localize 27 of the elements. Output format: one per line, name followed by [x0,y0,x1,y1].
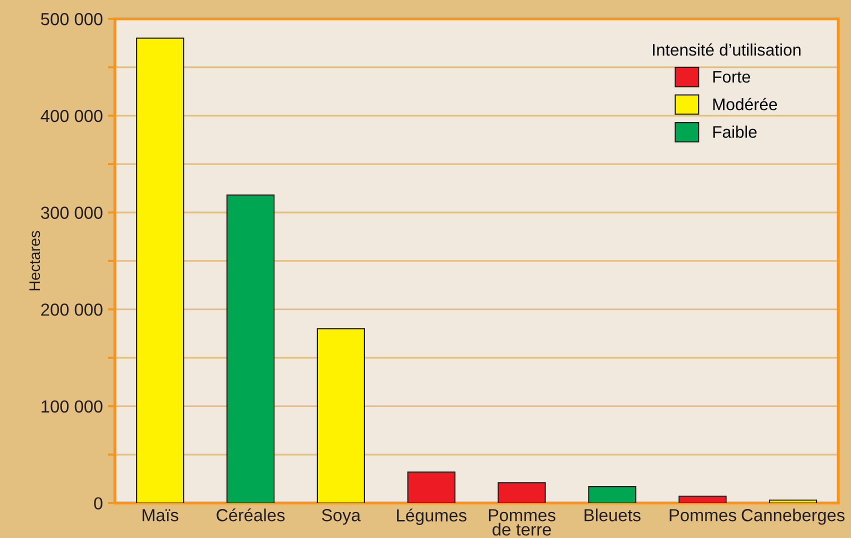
bar [136,38,184,504]
y-tick-label: 200 000 [41,304,102,316]
x-tick-label: Céréales [216,508,285,522]
legend-label: Modérée [713,98,777,110]
y-tick-label: 500 000 [41,13,102,26]
bar [588,486,636,504]
bar [407,471,456,504]
legend-title: Intensité d’utilisation [652,43,800,56]
x-tick-label: Bleuets [584,508,641,522]
bar [226,194,275,504]
y-tick-label: 300 000 [40,206,102,219]
bar [316,328,365,504]
bar [498,482,546,504]
bar [678,496,727,504]
x-tick-label: Pommes [670,509,736,522]
legend-label: Faible [713,126,757,138]
x-tick-label: Maïs [142,509,178,522]
x-tick-label: Canneberges [742,508,845,525]
y-tick-label: 400 000 [40,110,102,122]
x-tick-label: Légumes [397,508,466,525]
y-tick-label: 0 [94,497,102,510]
y-tick-label: 100 000 [42,400,102,413]
bar [768,500,818,504]
y-axis-title: Hectares [29,230,40,290]
x-tick-label: Soya [322,509,361,525]
legend-label: Forte [713,71,750,83]
x-tick-label: Pommes de terre [488,509,556,536]
